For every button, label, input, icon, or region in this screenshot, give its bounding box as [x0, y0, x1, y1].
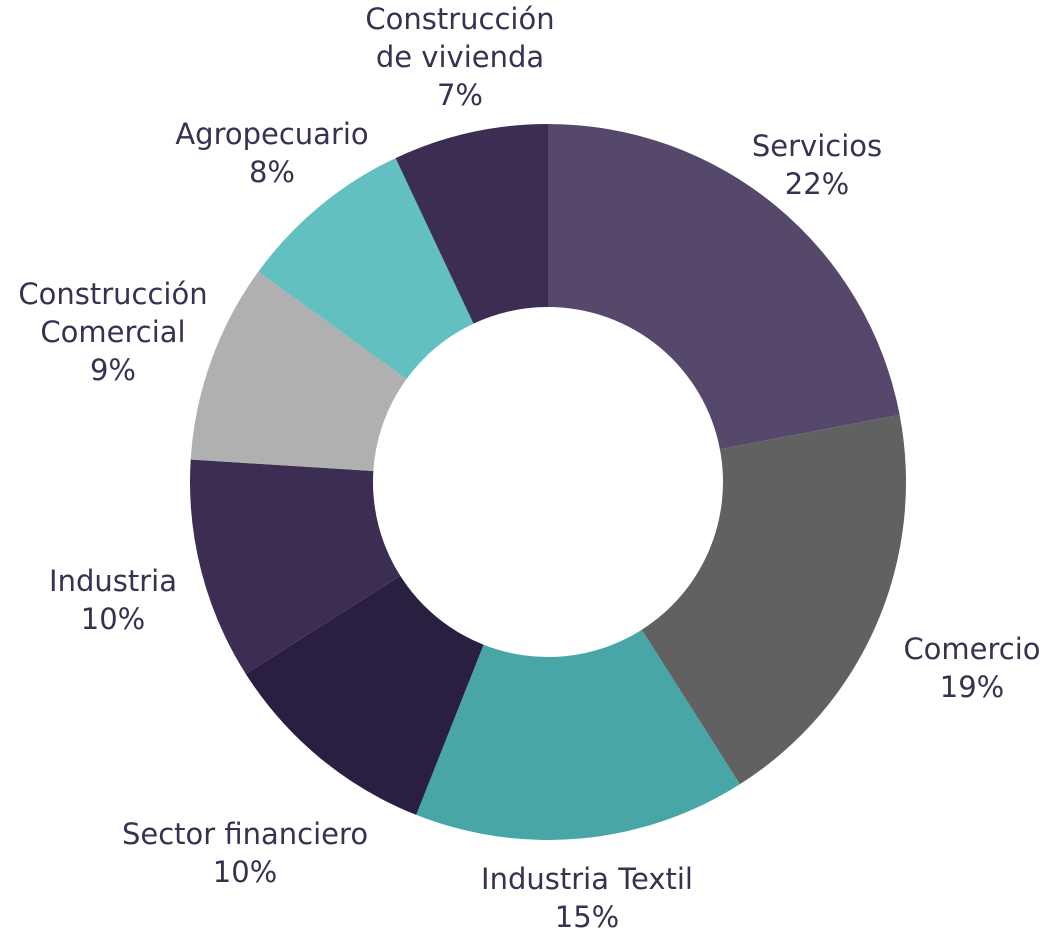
segment-label: Industria Textil 15%	[437, 860, 737, 936]
segment-label: Comercio 19%	[872, 630, 1051, 706]
donut-segment	[395, 124, 548, 324]
category-name: Comercio	[903, 632, 1041, 666]
category-name: Construcción Comercial	[18, 277, 208, 349]
category-name: Agropecuario	[175, 117, 369, 151]
segment-label: Construcción de vivienda 7%	[350, 0, 570, 114]
segment-label: Industria 10%	[13, 562, 213, 638]
segment-label: Servicios 22%	[717, 127, 917, 203]
category-name: Servicios	[751, 129, 883, 163]
donut-segment	[190, 459, 401, 674]
value-label: 8%	[248, 155, 295, 189]
value-label: 19%	[939, 670, 1005, 704]
donut-segment	[416, 629, 740, 840]
category-name: Construcción de vivienda	[365, 2, 555, 74]
donut-segment	[245, 575, 484, 815]
donut-segment	[258, 158, 474, 380]
value-label: 10%	[212, 855, 278, 889]
value-label: 22%	[784, 167, 850, 201]
value-label: 10%	[80, 602, 146, 636]
donut-segment	[641, 414, 906, 785]
value-label: 7%	[436, 78, 483, 112]
donut-segment	[548, 124, 900, 450]
value-label: 15%	[554, 900, 620, 934]
category-name: Sector financiero	[121, 817, 369, 851]
segment-label: Agropecuario 8%	[147, 115, 397, 191]
segment-label: Sector financiero 10%	[95, 815, 395, 891]
category-name: Industria	[49, 564, 177, 598]
category-name: Industria Textil	[481, 862, 693, 896]
value-label: 9%	[89, 353, 136, 387]
donut-segment	[190, 271, 407, 472]
segment-label: Construcción Comercial 9%	[0, 275, 228, 389]
